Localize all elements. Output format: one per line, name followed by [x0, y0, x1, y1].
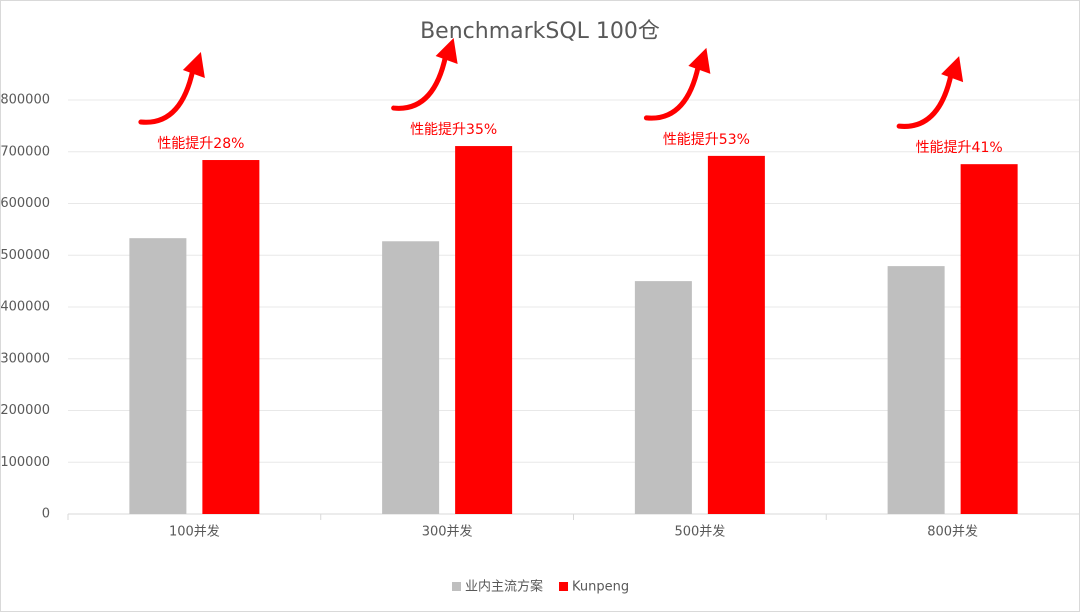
y-tick-label: 400000 [0, 300, 50, 315]
annotation: 性能提升28% [157, 136, 244, 152]
arrow-decoration [391, 53, 449, 111]
y-tick-label: 600000 [0, 196, 50, 211]
arrow-head [688, 47, 711, 74]
y-tick-label: 500000 [0, 248, 50, 263]
arrow-head [182, 52, 205, 79]
legend-swatch [452, 582, 461, 591]
x-tick-label: 300并发 [422, 524, 473, 540]
bar [382, 241, 440, 514]
bar [887, 266, 945, 514]
arrow-decoration [138, 67, 196, 125]
chart-title: BenchmarkSQL 100仓 [420, 19, 660, 44]
x-tick-label: 100并发 [169, 524, 220, 540]
arrow-head [941, 56, 964, 83]
bar [129, 238, 187, 515]
bar [202, 160, 260, 514]
arrow-decoration [896, 71, 954, 129]
legend: 业内主流方案 Kunpeng [452, 579, 629, 595]
y-tick-label: 300000 [0, 351, 50, 366]
bar [707, 155, 765, 514]
annotation: 性能提升35% [410, 122, 497, 138]
annotation: 性能提升53% [663, 132, 750, 148]
bar [455, 146, 513, 514]
arrow-head [435, 38, 458, 65]
legend-label: Kunpeng [572, 580, 629, 595]
y-tick-label: 0 [42, 507, 50, 522]
bar [634, 281, 692, 514]
arrow-decoration [643, 63, 701, 121]
x-tick-label: 800并发 [927, 524, 978, 540]
x-tick-label: 500并发 [674, 524, 725, 540]
bar [960, 164, 1018, 515]
y-tick-label: 700000 [0, 144, 50, 159]
y-tick-label: 100000 [0, 455, 50, 470]
legend-swatch [559, 582, 569, 591]
legend-label: 业内主流方案 [465, 579, 543, 595]
y-tick-label: 800000 [0, 93, 50, 108]
y-tick-label: 200000 [0, 403, 50, 418]
annotation: 性能提升41% [916, 140, 1003, 156]
